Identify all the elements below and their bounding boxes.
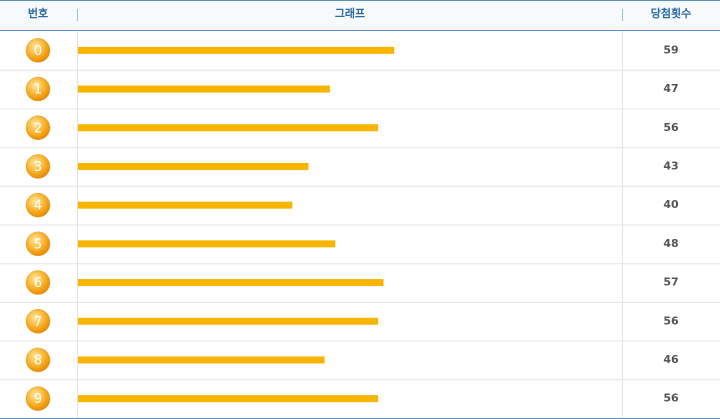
bar <box>78 317 379 325</box>
number-ball <box>25 76 51 102</box>
number-ball <box>25 386 51 411</box>
number-label: 7 <box>34 315 42 330</box>
bar <box>78 201 293 209</box>
number-ball <box>25 38 51 63</box>
header: 당첨횟수 <box>651 6 691 20</box>
bar <box>78 85 330 93</box>
count-label: 56 <box>663 314 679 327</box>
number-label: 0 <box>34 44 42 59</box>
count-label: 43 <box>663 159 678 172</box>
bar <box>78 356 325 364</box>
number-ball <box>25 192 51 218</box>
bar <box>78 279 384 287</box>
bar <box>78 162 309 170</box>
header: 번호 <box>28 6 48 20</box>
header-bg <box>0 0 720 30</box>
count-label: 40 <box>663 198 679 211</box>
number-label: 5 <box>34 237 42 252</box>
bar <box>78 240 336 248</box>
bar <box>78 395 379 403</box>
bar <box>78 124 379 132</box>
count-label: 56 <box>663 121 679 134</box>
header: 그래프 <box>335 6 365 20</box>
number-ball <box>25 309 51 334</box>
count-label: 57 <box>663 276 678 289</box>
number-ball <box>25 154 51 179</box>
number-ball <box>25 231 51 257</box>
number-ball <box>25 270 51 295</box>
number-label: 2 <box>34 121 42 136</box>
count-label: 47 <box>663 82 678 95</box>
count-label: 48 <box>663 237 678 250</box>
count-label: 46 <box>663 353 679 366</box>
number-label: 3 <box>34 160 42 175</box>
number-label: 4 <box>34 199 42 214</box>
number-label: 8 <box>34 353 42 368</box>
number-ball <box>25 347 51 373</box>
number-label: 9 <box>34 392 42 407</box>
number-label: 1 <box>34 83 42 98</box>
number-label: 6 <box>34 276 42 291</box>
count-label: 59 <box>663 43 678 56</box>
number-ball <box>25 115 51 140</box>
count-label: 56 <box>663 392 679 405</box>
bar <box>78 46 395 54</box>
